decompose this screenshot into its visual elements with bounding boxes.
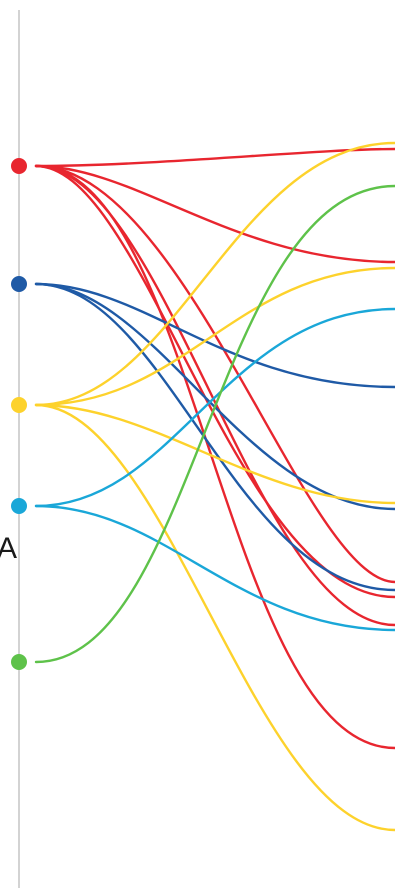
nodes-group [11, 158, 27, 670]
link-red-to-4 [34, 164, 395, 264]
link-navy-to-12 [34, 282, 395, 592]
node-navy [11, 276, 27, 292]
link-green-to-2 [34, 184, 395, 664]
link-red-to-14 [34, 164, 395, 750]
link-red-to-11 [34, 164, 395, 599]
link-red-to-1 [34, 147, 395, 168]
node-green [11, 654, 27, 670]
link-cyan-to-9 [34, 504, 395, 632]
node-cyan [11, 498, 27, 514]
link-yellow-to-0 [34, 141, 395, 407]
link-navy-to-6 [34, 282, 395, 389]
node-yellow [11, 397, 27, 413]
links-group [34, 141, 395, 832]
link-red-to-10 [34, 164, 395, 584]
axis-label: A [0, 532, 18, 565]
node-red [11, 158, 27, 174]
link-cyan-to-5 [34, 307, 395, 508]
link-yellow-to-7 [34, 403, 395, 505]
link-yellow-to-3 [34, 266, 395, 407]
link-yellow-to-15 [34, 403, 395, 832]
